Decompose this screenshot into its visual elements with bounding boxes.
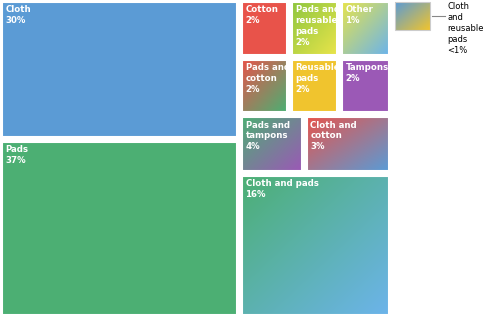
Text: Other
1%: Other 1% [346,5,374,25]
Text: Cotton
2%: Cotton 2% [246,5,278,25]
Bar [342,2,388,54]
Bar [2,142,236,314]
Text: Pads and
cotton
2%: Pads and cotton 2% [246,64,290,94]
Text: Cloth
30%: Cloth 30% [6,5,31,25]
Bar [292,59,337,112]
Text: Cloth
and
reusable
pads
<1%: Cloth and reusable pads <1% [447,2,484,55]
Bar [342,59,388,112]
Bar [306,117,388,171]
Text: Cloth and pads
16%: Cloth and pads 16% [246,179,318,199]
Bar [242,117,302,171]
Bar [395,2,430,30]
Bar [242,2,286,54]
Bar [292,2,337,54]
Bar [242,59,286,112]
Text: Pads and
reusable
pads
2%: Pads and reusable pads 2% [296,5,340,47]
Bar [2,2,236,137]
Text: Reusable
pads
2%: Reusable pads 2% [296,64,340,94]
Text: Pads and
tampons
4%: Pads and tampons 4% [246,120,290,151]
Text: Pads
37%: Pads 37% [6,145,28,165]
Bar [242,175,388,314]
Text: Tampons
2%: Tampons 2% [346,64,389,83]
Text: Cloth and
cotton
3%: Cloth and cotton 3% [310,120,357,151]
